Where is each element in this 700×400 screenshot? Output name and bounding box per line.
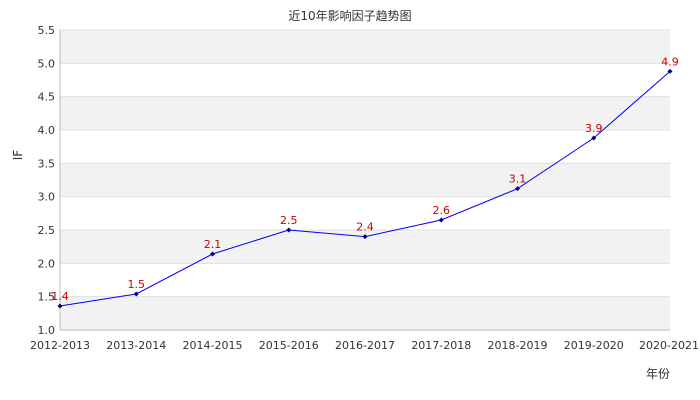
x-tick-label: 2015-2016 — [259, 339, 319, 352]
data-point — [591, 135, 597, 141]
data-point — [286, 227, 292, 233]
x-tick-label: 2016-2017 — [335, 339, 395, 352]
data-label: 3.9 — [585, 122, 603, 135]
x-tick-label: 2012-2013 — [30, 339, 90, 352]
chart-title: 近10年影响因子趋势图 — [288, 8, 411, 23]
data-point — [57, 303, 63, 309]
y-tick-label: 4.5 — [38, 91, 56, 104]
y-tick-label: 5.5 — [38, 24, 56, 37]
x-tick-label: 2019-2020 — [564, 339, 624, 352]
y-axis-title: IF — [11, 150, 25, 161]
data-point — [515, 186, 520, 192]
y-tick-label: 1.0 — [38, 324, 56, 337]
x-axis-title: 年份 — [646, 367, 670, 381]
band — [60, 296, 670, 330]
x-tick-label: 2017-2018 — [411, 339, 471, 352]
data-label: 2.6 — [433, 204, 451, 217]
data-point — [667, 68, 673, 74]
data-labels: 1.4 1.5 2.1 2.5 2.4 2.6 3.1 3.9 4.9 — [51, 55, 679, 303]
band — [60, 30, 670, 64]
y-tick-label: 3.0 — [38, 191, 56, 204]
data-label: 1.5 — [128, 278, 146, 291]
x-tick-label: 2018-2019 — [488, 339, 548, 352]
plot-bands — [60, 30, 670, 330]
data-points — [57, 68, 673, 309]
data-label: 2.1 — [204, 238, 222, 251]
band — [60, 163, 670, 197]
band — [60, 96, 670, 130]
x-tick-label: 2020-2021 — [639, 339, 699, 352]
y-tick-label: 3.5 — [38, 157, 56, 170]
y-tick-label: 4.0 — [38, 124, 56, 137]
data-point — [438, 217, 444, 223]
x-tick-labels: 2012-2013 2013-2014 2014-2015 2015-2016 2016… — [30, 339, 699, 352]
y-tick-label: 1.5 — [38, 291, 56, 304]
data-label: 4.9 — [661, 55, 679, 68]
data-label: 1.4 — [51, 290, 69, 303]
y-tick-label: 2.5 — [38, 224, 56, 237]
data-label: 3.1 — [509, 173, 527, 186]
data-label: 2.4 — [356, 221, 374, 234]
grid-lines — [60, 29, 670, 331]
y-tick-labels: 1.0 1.5 2.0 2.5 3.0 3.5 4.0 4.5 5.0 5.5 — [38, 24, 56, 337]
y-tick-label: 5.0 — [38, 57, 56, 70]
data-point — [362, 234, 368, 240]
y-tick-label: 2.0 — [38, 257, 56, 270]
data-point — [210, 251, 215, 257]
x-tick-label: 2013-2014 — [106, 339, 166, 352]
x-tick-label: 2014-2015 — [183, 339, 243, 352]
data-label: 2.5 — [280, 214, 298, 227]
data-point — [133, 291, 139, 297]
